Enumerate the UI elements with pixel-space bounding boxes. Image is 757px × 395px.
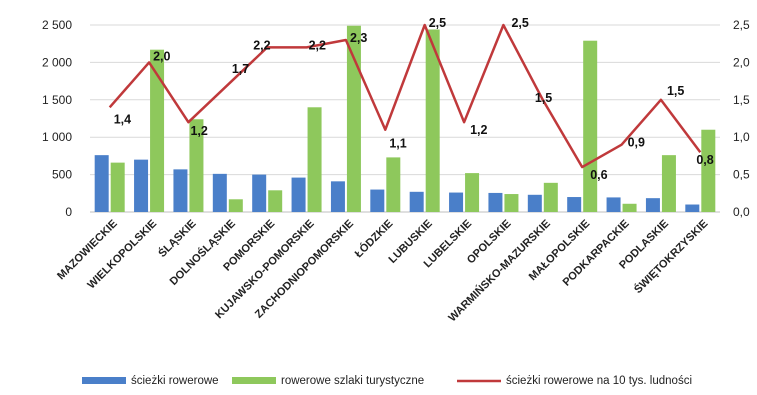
bar-szlaki-turystyczne <box>701 129 716 212</box>
bar-szlaki-turystyczne <box>189 119 204 212</box>
line-series-per-10k <box>108 23 702 169</box>
line-data-label: 2,2 <box>309 38 326 52</box>
line-data-label: 1,5 <box>535 91 552 105</box>
line-data-label: 2,5 <box>511 16 528 30</box>
right-axis-tick-label: 0,0 <box>733 205 750 219</box>
bar-szlaki-turystyczne <box>307 107 322 212</box>
left-axis-tick-label: 1 500 <box>42 93 72 107</box>
line-data-label: 1,1 <box>389 137 406 151</box>
legend-label-sciezki-rowerowe: ścieżki rowerowe <box>131 375 219 387</box>
bar-sciezki-rowerowe <box>330 181 345 212</box>
legend-label-szlaki-turystyczne: rowerowe szlaki turystyczne <box>281 375 424 387</box>
bar-sciezki-rowerowe <box>134 159 149 212</box>
bar-szlaki-turystyczne <box>425 29 440 212</box>
category-label: DOLNOŚLĄSKIE <box>167 217 238 288</box>
category-label: WIELKOPOLSKIE <box>85 218 159 292</box>
line-data-label: 1,7 <box>232 62 249 76</box>
bar-szlaki-turystyczne <box>268 190 283 212</box>
right-axis-tick-label: 2,0 <box>733 55 750 69</box>
line-data-label: 2,2 <box>253 38 270 52</box>
line-data-label: 0,8 <box>696 153 713 167</box>
bar-szlaki-turystyczne <box>228 199 243 212</box>
bar-szlaki-turystyczne <box>661 155 676 212</box>
bar-szlaki-turystyczne <box>504 194 519 212</box>
bar-szlaki-turystyczne <box>150 49 165 213</box>
line-data-label: 0,6 <box>590 168 607 182</box>
line-data-label: 2,0 <box>153 49 170 63</box>
bar-sciezki-rowerowe <box>173 169 188 212</box>
bar-sciezki-rowerowe <box>409 191 424 212</box>
bar-sciezki-rowerowe <box>645 198 660 212</box>
bar-sciezki-rowerowe <box>606 197 621 212</box>
left-axis-tick-label: 2 000 <box>42 55 72 69</box>
line-data-label: 1,5 <box>667 84 684 98</box>
category-label: ŚLĄSKIE <box>156 217 199 260</box>
line-data-label: 1,4 <box>114 112 131 126</box>
bar-sciezki-rowerowe <box>685 204 700 212</box>
bar-szlaki-turystyczne <box>465 173 480 212</box>
bar-sciezki-rowerowe <box>212 173 227 212</box>
left-axis-tick-label: 500 <box>52 168 72 182</box>
legend-swatch-szlaki-turystyczne <box>232 377 276 384</box>
line-data-label: 2,3 <box>350 31 367 45</box>
bar-sciezki-rowerowe <box>370 189 385 212</box>
bar-sciezki-rowerowe <box>567 197 582 212</box>
bar-szlaki-turystyczne <box>110 162 125 212</box>
bar-szlaki-turystyczne <box>346 25 361 212</box>
line-data-label: 1,2 <box>190 124 207 138</box>
left-axis-tick-label: 0 <box>65 205 72 219</box>
right-axis-tick-label: 1,0 <box>733 130 750 144</box>
bar-sciezki-rowerowe <box>94 155 109 212</box>
category-label: PODKARPACKIE <box>561 218 632 289</box>
line-data-label: 2,5 <box>429 16 446 30</box>
bar-szlaki-turystyczne <box>622 203 637 212</box>
left-axis-tick-label: 2 500 <box>42 18 72 32</box>
bar-szlaki-turystyczne <box>583 40 598 212</box>
bar-sciezki-rowerowe <box>449 192 464 212</box>
bar-sciezki-rowerowe <box>291 177 306 212</box>
bar-szlaki-turystyczne <box>386 157 401 212</box>
bar-sciezki-rowerowe <box>527 194 542 212</box>
right-axis-tick-label: 0,5 <box>733 168 750 182</box>
legend-swatch-sciezki-rowerowe <box>82 377 126 384</box>
line-data-label: 1,2 <box>470 123 487 137</box>
legend-label-per-10k: ścieżki rowerowe na 10 tys. ludności <box>506 375 692 387</box>
bar-szlaki-turystyczne <box>543 182 558 212</box>
right-axis-tick-label: 2,5 <box>733 18 750 32</box>
category-label: ŚWIĘTOKRZYSKIE <box>631 217 710 296</box>
right-axis-tick-label: 1,5 <box>733 93 750 107</box>
line-data-label: 0,9 <box>628 136 645 150</box>
left-axis-tick-label: 1 000 <box>42 130 72 144</box>
bar-sciezki-rowerowe <box>252 174 267 212</box>
bar-sciezki-rowerowe <box>488 192 503 212</box>
